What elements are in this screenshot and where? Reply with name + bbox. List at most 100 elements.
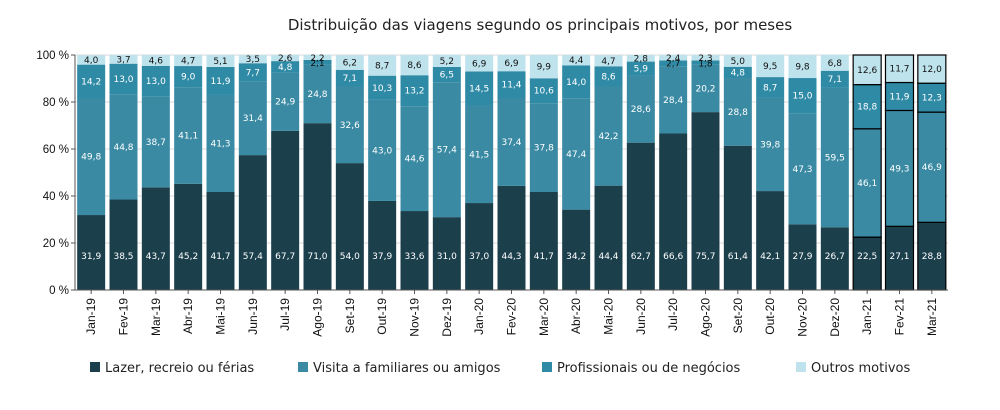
bar-segment [368,99,397,201]
data-label: 5,0 [731,57,746,67]
data-label: 28,4 [663,96,683,106]
bar-segment [432,66,461,83]
data-label: 43,0 [372,146,392,156]
bar-segment [659,54,688,61]
bar-segment [174,87,203,184]
bar-segment [788,224,817,290]
bar-segment [77,215,106,290]
bar-segment [594,55,623,67]
chart-title: Distribuição das viagens segundo os prin… [288,16,793,34]
bar-segment [820,54,849,71]
data-label: 3,7 [116,55,130,65]
bar-segment [917,111,947,223]
bar-segment [109,199,138,290]
bars [77,54,947,291]
y-tick-label: 20 % [43,238,69,250]
y-tick-label: 60 % [43,144,69,156]
bar-segment [174,55,203,67]
bar-segment [109,55,138,64]
x-tick-label: Abr-19 [181,298,195,334]
data-label: 75,7 [695,252,715,262]
x-tick-label: Set-19 [343,298,357,334]
x-tick-label: Out-19 [375,298,389,335]
x-tick-label: Fev-21 [893,298,907,336]
data-label: 57,4 [437,146,457,156]
bar-segment [400,55,429,76]
data-label: 7,7 [246,68,260,78]
bar-segment [141,55,170,66]
bar-segment [77,64,106,99]
data-label: 4,0 [84,56,99,66]
data-label: 54,0 [340,252,360,262]
data-label: 9,9 [537,63,552,73]
data-label: 33,6 [404,252,424,262]
bar-segment [206,55,235,67]
bar-segment [238,81,267,156]
data-label: 28,6 [631,105,651,115]
data-label: 4,7 [181,57,195,67]
data-label: 61,4 [728,252,748,262]
data-label: 38,7 [146,138,166,148]
bar-segment [368,200,397,290]
bar-segment [562,55,591,66]
bar-segment [723,145,752,290]
data-labels: 31,9 49,8 14,2 4,0 38,5 44,8 13,0 3,7 43,7 38,7 13… [81,54,942,262]
legend-label: Visita a familiares ou amigos [313,361,501,376]
bar-segment [626,142,655,290]
x-tick-label: Dez-19 [440,298,454,337]
bar-segment [659,60,688,67]
x-tick-label: Jun-20 [634,298,648,335]
bar-segment [271,55,300,62]
bar-segment [465,55,494,72]
data-label: 47,4 [566,150,586,160]
data-label: 24,8 [307,90,327,100]
data-label: 18,8 [857,103,877,113]
bar-segment [756,97,785,192]
bar-segment [756,191,785,290]
bar-segment [659,133,688,290]
bar-segment [852,128,882,238]
bar-segment [238,63,267,82]
data-label: 38,5 [113,252,133,262]
bar-segment [335,163,364,290]
bar-segment [303,59,332,65]
data-label: 1,8 [698,59,713,69]
bar-segment [174,183,203,290]
data-label: 41,7 [534,252,554,262]
data-label: 44,3 [501,252,521,262]
data-label: 7,1 [343,74,357,84]
bar-segment [271,130,300,290]
bar-segment [917,82,947,113]
bar-segment [917,221,947,291]
legend-label: Outros motivos [811,361,910,376]
bar-segment [206,66,235,95]
x-tick-label: Nov-20 [796,298,810,337]
bar-segment [626,75,655,143]
bar-segment [820,70,849,88]
bar-segment [884,54,915,84]
data-label: 57,4 [243,252,263,262]
x-tick-label: Fev-19 [117,298,131,336]
data-label: 6,2 [343,59,357,69]
bar-segment [77,55,106,65]
x-axis: Jan-19 Fev-19 Mar-19 Abr-19 Mai-19 Jun-19 Jul-… [75,289,948,337]
data-label: 46,1 [857,179,877,189]
data-label: 46,9 [922,163,942,173]
data-label: 11,9 [889,92,909,102]
y-tick-label: 80 % [43,97,69,109]
bar-segment [141,65,170,97]
data-label: 41,5 [469,150,489,160]
bar-segment [109,63,138,95]
bar-segment [432,217,461,290]
data-label: 14,2 [81,77,101,87]
data-label: 2,7 [666,59,680,69]
bar-segment [529,55,558,79]
data-label: 28,8 [728,108,748,118]
bar-segment [303,54,332,60]
legend-swatch [542,362,552,372]
x-tick-label: Ago-20 [699,298,713,337]
x-tick-label: Mar-20 [537,298,551,336]
bar-segment [691,64,720,113]
data-label: 2,6 [278,54,293,64]
data-label: 66,6 [663,252,683,262]
